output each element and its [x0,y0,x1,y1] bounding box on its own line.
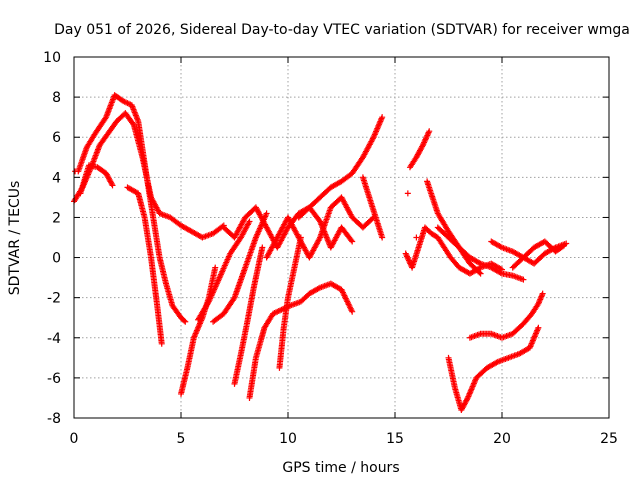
data-point [379,114,386,121]
isolated-points [72,168,420,241]
y-axis-label: SDTVAR / TECUs [7,181,23,296]
data-point [348,237,355,244]
data-point [263,210,270,217]
data-point [349,308,356,315]
series-track-20 [466,290,546,341]
y-tick-label: 4 [52,170,61,186]
x-tick-label: 15 [386,431,404,447]
series-track-13 [295,114,386,221]
y-tick-label: -6 [47,371,61,387]
series-track-12 [263,194,377,261]
series-track-3 [77,162,116,197]
y-tick-label: 10 [43,50,61,66]
series-track-21 [488,238,570,267]
data-point [476,269,483,276]
axis-ticks: 0 5 10 15 20 25 -8 -6 -4 -2 0 2 4 6 8 10 [43,50,618,447]
series-track-6 [195,218,253,323]
plot-frame [73,56,610,419]
series-track-16 [406,128,433,171]
data-point [426,128,433,135]
data-point [246,218,253,225]
y-tick-label: 2 [52,210,61,226]
series-track-5 [178,264,219,397]
data-point [539,290,546,297]
x-tick-label: 25 [600,431,618,447]
data-point [181,317,188,324]
data-point [477,270,484,277]
data-point [109,182,116,189]
data-point [559,243,566,250]
series-track-2 [75,92,189,325]
series-track-18 [434,224,527,283]
y-tick-label: 8 [52,90,61,106]
y-tick-label: 6 [52,130,61,146]
x-tick-label: 20 [493,431,511,447]
data-point [158,340,165,347]
data-point [129,120,136,127]
series-track-19 [445,324,542,413]
data-point [535,324,542,331]
x-tick-label: 10 [279,431,297,447]
x-tick-label: 0 [70,431,79,447]
data-points [71,92,570,413]
data-point [182,318,189,325]
chart-title: Day 051 of 2026, Sidereal Day-to-day VTE… [54,22,630,38]
series-track-14 [359,174,386,241]
series-track-22 [509,238,568,271]
series-track-4 [124,184,165,347]
data-point [379,234,386,241]
y-tick-label: -8 [47,411,61,427]
data-point [413,234,420,241]
data-point [419,143,426,150]
x-axis-label: GPS time / hours [282,460,399,476]
data-point [259,244,266,251]
data-point [497,243,504,250]
series-track-15 [402,224,505,277]
data-point [464,396,471,403]
series-track-9 [246,280,356,401]
x-tick-label: 5 [177,431,186,447]
data-point [315,285,322,292]
data-point [72,168,79,175]
data-point [497,269,504,276]
y-tick-label: -2 [47,291,61,307]
data-point [212,264,219,271]
data-point [561,242,568,249]
data-point [520,276,527,283]
data-point [108,181,115,188]
y-tick-label: -4 [47,331,61,347]
data-point [493,359,500,366]
data-point [476,259,483,266]
data-point [349,238,356,245]
series-track-8 [231,244,266,387]
data-point [404,190,411,197]
y-tick-label: 0 [52,251,61,267]
